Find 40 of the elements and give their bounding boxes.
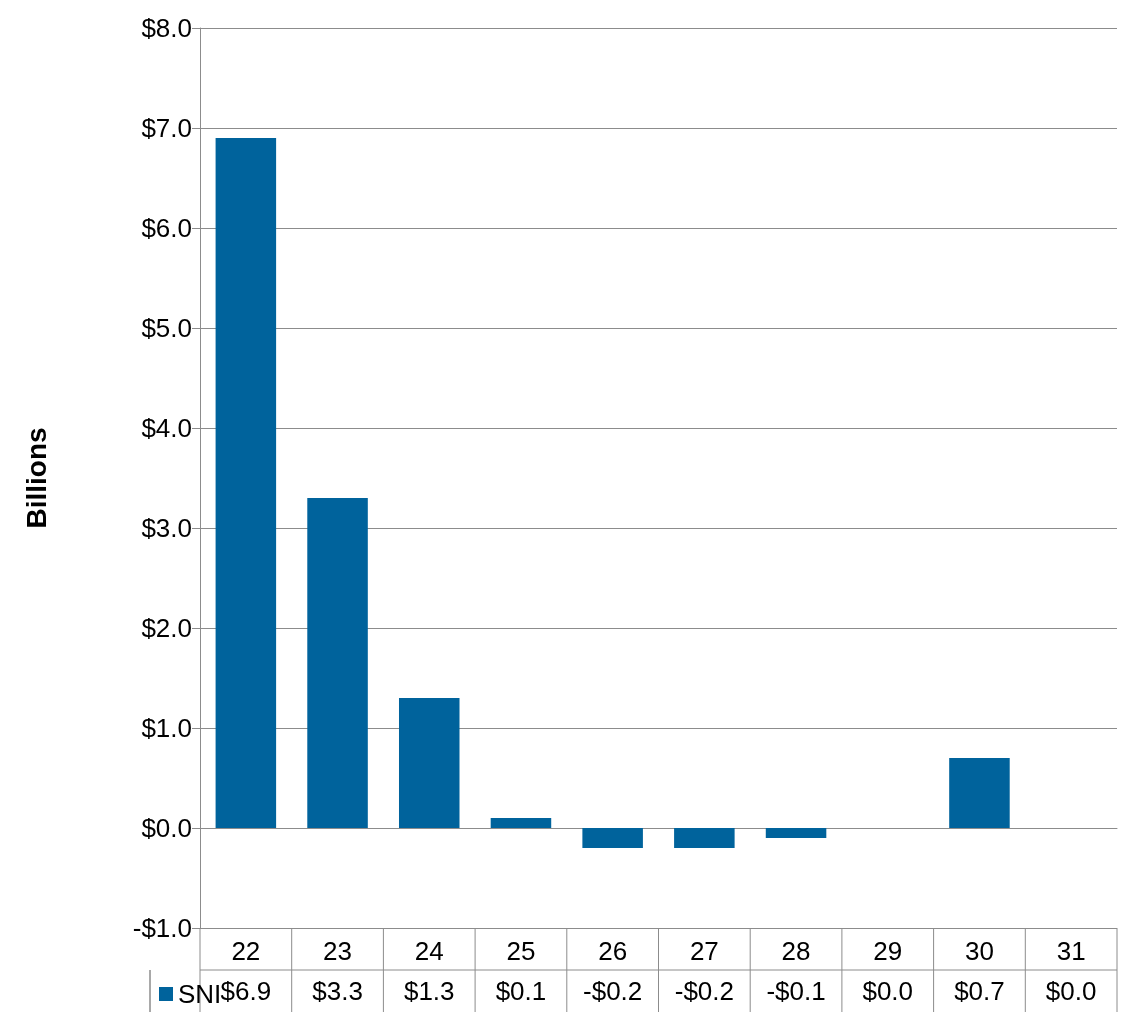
- bar: [307, 498, 368, 828]
- bar: [582, 828, 643, 848]
- data-label: -$0.2: [674, 976, 734, 1006]
- legend-label: SNI: [178, 979, 222, 1009]
- y-tick-label: $0.0: [141, 813, 192, 843]
- data-label: $0.7: [954, 976, 1005, 1006]
- y-axis-title: Billions: [20, 427, 52, 529]
- x-tick-label: 29: [873, 936, 903, 966]
- data-label: $0.0: [862, 976, 914, 1006]
- bar: [674, 828, 735, 848]
- data-label: -$0.1: [766, 976, 826, 1006]
- data-label: $1.3: [403, 976, 455, 1006]
- data-label: $3.3: [312, 976, 363, 1006]
- y-tick-label: $2.0: [141, 613, 192, 643]
- bar: [398, 698, 460, 828]
- x-tick-label: 23: [323, 936, 353, 966]
- y-tick-label: $1.0: [141, 713, 192, 743]
- y-tick-label: $8.0: [141, 13, 192, 43]
- y-tick-label: -$1.0: [132, 913, 192, 943]
- x-tick-label: 26: [598, 936, 628, 966]
- x-tick-label: 22: [231, 936, 261, 966]
- y-tick-label: $3.0: [141, 513, 192, 543]
- x-tick-label: 30: [964, 936, 994, 966]
- x-tick-label: 28: [781, 936, 811, 966]
- data-label: $6.9: [220, 976, 272, 1006]
- x-tick-label: 24: [414, 936, 444, 966]
- bar: [949, 758, 1010, 828]
- y-tick-label: $4.0: [141, 413, 192, 443]
- y-tick-label: $5.0: [141, 313, 192, 343]
- bar: [765, 828, 827, 838]
- x-tick-label: 25: [506, 936, 536, 966]
- y-tick-label: $7.0: [141, 113, 192, 143]
- data-label: $0.1: [495, 976, 547, 1006]
- data-label: $0.0: [1045, 976, 1097, 1006]
- bar: [215, 138, 277, 828]
- data-label: -$0.2: [583, 976, 643, 1006]
- bar: [490, 818, 552, 828]
- x-tick-label: 31: [1056, 936, 1086, 966]
- y-tick-label: $6.0: [141, 213, 192, 243]
- x-tick-label: 27: [689, 936, 719, 966]
